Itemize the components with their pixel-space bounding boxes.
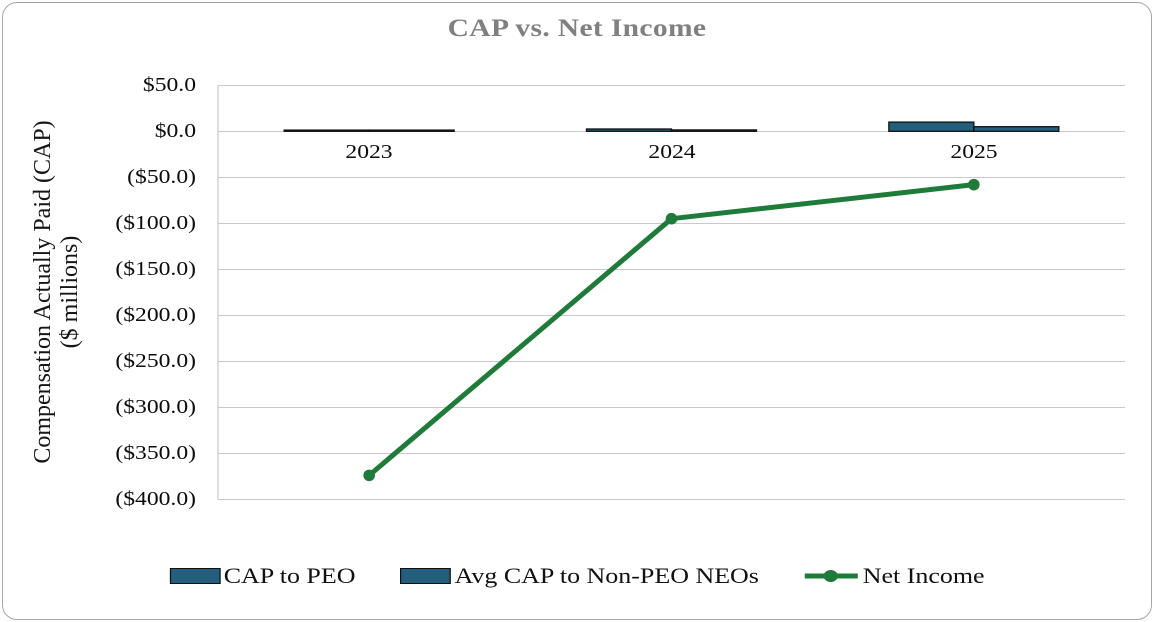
y-tick-label: ($300.0) — [115, 396, 196, 419]
x-axis-label-2023: 2023 — [345, 141, 393, 163]
line-marker-icon — [804, 570, 859, 582]
x-axis-label-2024: 2024 — [647, 141, 696, 163]
legend-label: Avg CAP to Non-PEO NEOs — [454, 563, 759, 588]
y-tick-label: ($150.0) — [115, 258, 196, 281]
legend-label: Net Income — [862, 563, 985, 588]
net-income-line — [366, 182, 977, 478]
legend-item-cap-to-peo: CAP to PEO — [169, 563, 355, 589]
net-income-point-2023 — [363, 469, 375, 482]
bar-cap-to-peo-2025 — [888, 121, 975, 132]
y-tick-label: ($100.0) — [115, 212, 196, 235]
bar-avg-cap-to-non-peo-neos-2023 — [368, 129, 455, 132]
bar-cap-to-peo-2023 — [283, 129, 370, 132]
y-tick-label: $0.0 — [154, 120, 196, 143]
bar-cap-to-peo-2024 — [585, 128, 673, 132]
legend-item-net-income: Net Income — [804, 563, 985, 589]
legend-label: CAP to PEO — [223, 563, 356, 588]
y-tick-label: ($200.0) — [115, 304, 196, 327]
y-tick-label: ($400.0) — [115, 488, 196, 511]
legend-item-avg-cap-non-peo: Avg CAP to Non-PEO NEOs — [400, 563, 759, 589]
bar-avg-cap-to-non-peo-neos-2024 — [670, 129, 758, 132]
y-tick-label: ($250.0) — [115, 350, 196, 373]
net-income-point-2025 — [968, 178, 980, 191]
chart-title: CAP vs. Net Income — [447, 15, 707, 42]
y-tick-label: ($350.0) — [115, 442, 196, 465]
x-axis-label-2025: 2025 — [950, 141, 998, 163]
y-tick-label: ($50.0) — [127, 166, 196, 189]
bar-avg-cap-to-non-peo-neos-2025 — [973, 126, 1060, 132]
bar-swatch-icon — [400, 568, 452, 584]
bar-swatch-icon — [169, 568, 221, 584]
legend: CAP to PEO Avg CAP to Non-PEO NEOs Net I… — [0, 563, 1154, 589]
net-income-point-2024 — [665, 212, 678, 225]
y-tick-label: $50.0 — [142, 74, 196, 97]
